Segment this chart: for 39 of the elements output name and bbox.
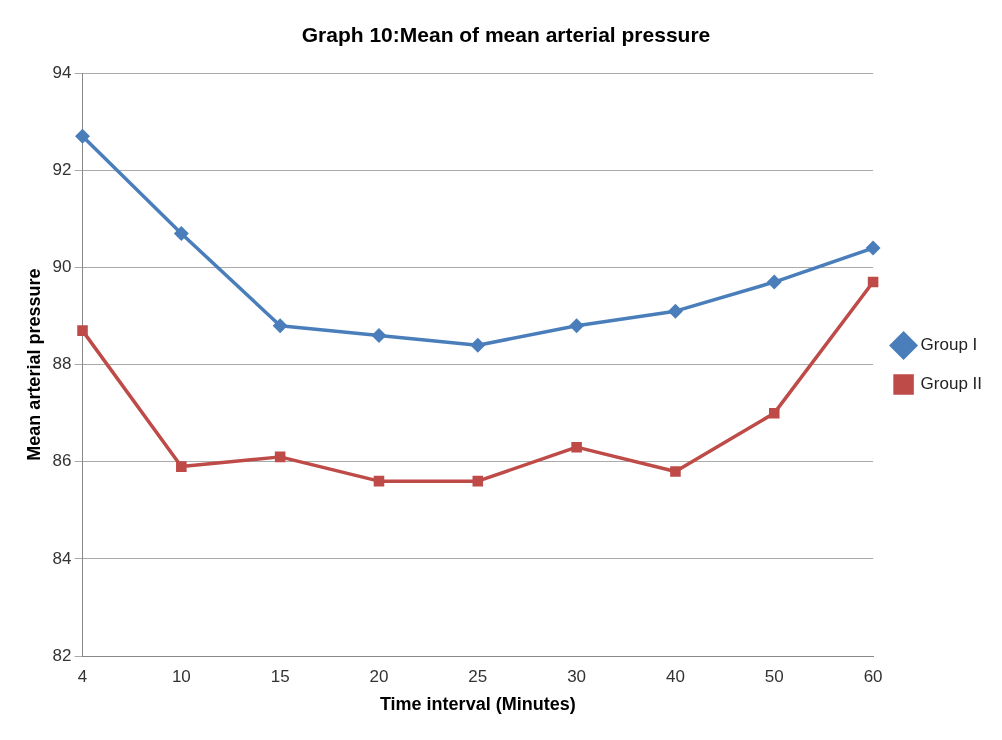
x-tick-label: 25 bbox=[468, 666, 488, 686]
point bbox=[77, 325, 88, 336]
point bbox=[668, 304, 683, 318]
legend-label: Group I bbox=[920, 335, 978, 355]
point bbox=[75, 129, 90, 144]
point bbox=[571, 441, 582, 453]
point bbox=[174, 226, 189, 241]
point bbox=[471, 338, 485, 352]
point bbox=[472, 475, 484, 487]
y-axis-title: Mean arterial pressure bbox=[23, 268, 44, 461]
x-tick-label: 30 bbox=[567, 666, 587, 686]
point bbox=[569, 319, 584, 333]
point bbox=[866, 241, 880, 255]
x-tick-label: 10 bbox=[171, 666, 191, 686]
point bbox=[176, 461, 187, 472]
x-tick-label: 40 bbox=[665, 666, 685, 686]
y-tick-label: 84 bbox=[52, 548, 72, 568]
x-tick-label: 15 bbox=[270, 666, 290, 686]
y-tick-label: 82 bbox=[52, 645, 72, 665]
y-tick-label: 94 bbox=[52, 62, 72, 82]
legend-label: Group II bbox=[920, 374, 982, 394]
y-tick-label: 88 bbox=[52, 354, 72, 374]
chart-title: Graph 10:Mean of mean arterial pressure bbox=[301, 23, 711, 47]
point bbox=[372, 328, 386, 343]
x-tick-label: 50 bbox=[764, 666, 784, 686]
point bbox=[867, 276, 879, 288]
point bbox=[670, 466, 681, 477]
point bbox=[767, 275, 782, 289]
point bbox=[273, 319, 287, 333]
x-tick-label: 60 bbox=[863, 666, 883, 686]
x-tick-label: 20 bbox=[369, 666, 389, 686]
y-tick-label: 86 bbox=[52, 451, 72, 471]
y-tick-label: 92 bbox=[52, 160, 72, 180]
x-tick-label: 4 bbox=[77, 666, 88, 686]
point bbox=[768, 407, 780, 419]
y-tick-label: 90 bbox=[52, 257, 72, 277]
x-axis-title: Time interval (Minutes) bbox=[379, 694, 576, 715]
point bbox=[373, 475, 385, 487]
point bbox=[274, 451, 286, 463]
